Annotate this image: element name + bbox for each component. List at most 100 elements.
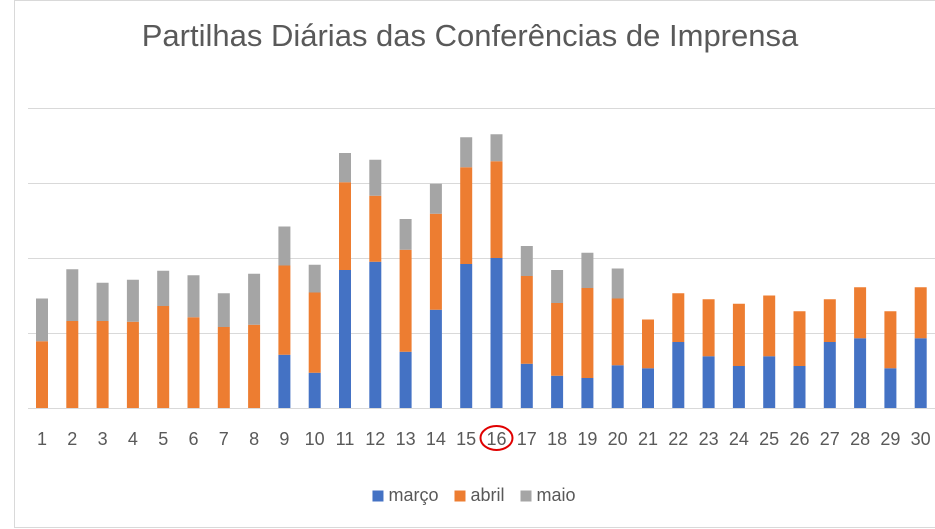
x-tick-label: 13	[396, 429, 416, 449]
x-tick-label: 22	[668, 429, 688, 449]
bar-segment	[702, 299, 715, 357]
bar-segment	[399, 351, 412, 408]
legend-label: maio	[537, 485, 576, 505]
x-tick-label: 24	[729, 429, 749, 449]
bar-segment	[187, 275, 200, 318]
x-tick-label: 25	[759, 429, 779, 449]
bar-segment	[854, 287, 867, 339]
bar-segment	[642, 368, 654, 408]
bar-segment	[36, 341, 48, 408]
bar-segment	[551, 303, 564, 376]
bar-segment	[339, 270, 351, 408]
x-tick-label: 20	[608, 429, 628, 449]
x-tick-label: 1	[37, 429, 47, 449]
bar-segment	[460, 167, 473, 264]
legend-label: março	[388, 485, 438, 505]
x-tick-label: 2	[67, 429, 77, 449]
bar-segment	[369, 159, 382, 196]
bar-segment	[248, 273, 261, 325]
x-tick-label: 14	[426, 429, 446, 449]
highlight-circle	[479, 425, 514, 451]
x-tick-label: 6	[188, 429, 198, 449]
bar-segment	[642, 319, 654, 369]
bar-segment	[308, 372, 321, 408]
bar-segment	[126, 321, 139, 408]
bar-segment	[399, 219, 412, 250]
bar-segment	[460, 137, 473, 168]
bar-segment	[581, 378, 594, 408]
bar-segment	[763, 356, 776, 408]
bar-segment	[217, 327, 230, 408]
bar-segment	[611, 268, 624, 299]
chart-border	[14, 0, 935, 528]
legend-swatch	[454, 490, 466, 502]
bar-segment	[429, 213, 442, 310]
bar-segment	[429, 309, 442, 408]
bar-segment	[914, 287, 927, 339]
x-tick-label: 26	[789, 429, 809, 449]
x-tick-label: 12	[365, 429, 385, 449]
bar-segment	[823, 299, 836, 342]
x-tick-label: 8	[249, 429, 259, 449]
bar-segment	[308, 292, 321, 373]
bar-segment	[672, 293, 685, 342]
legend-label: abril	[470, 485, 504, 505]
x-tick-label: 9	[279, 429, 289, 449]
x-tick-label: 30	[911, 429, 931, 449]
bar-segment	[884, 311, 897, 369]
x-tick-label: 11	[336, 429, 355, 449]
chart-title: Partilhas Diárias das Conferências de Im…	[142, 18, 799, 53]
x-tick-label: 29	[880, 429, 900, 449]
bar-segment	[36, 298, 48, 342]
bar-segment	[551, 270, 564, 303]
bar-segment	[369, 195, 382, 262]
x-tick-label: 21	[638, 429, 658, 449]
x-tick-label: 23	[699, 429, 719, 449]
x-tick-label: 5	[158, 429, 168, 449]
bar-segment	[611, 365, 624, 408]
bar-segment	[763, 295, 776, 357]
bar-segment	[66, 269, 79, 321]
bar-segment	[308, 264, 321, 293]
bar-segment	[66, 321, 79, 408]
bar-segment	[732, 366, 745, 408]
bar-segment	[339, 182, 351, 270]
bar-segment	[157, 270, 170, 306]
bar-segment	[793, 366, 806, 408]
legend-swatch	[520, 490, 532, 502]
legend-swatch	[372, 490, 384, 502]
bar-segment	[490, 134, 503, 162]
bar-segment	[96, 282, 109, 321]
bar-segment	[914, 338, 927, 408]
x-tick-label: 16	[486, 429, 506, 449]
x-tick-label: 18	[547, 429, 567, 449]
bar-segment	[460, 264, 473, 408]
bar-segment	[490, 258, 503, 408]
bar-segment	[126, 279, 139, 322]
bar-segment	[520, 363, 533, 408]
bar-segment	[278, 354, 291, 408]
bar-segment	[702, 356, 715, 408]
bar-segment	[551, 375, 564, 408]
bar-segment	[187, 317, 200, 408]
bar-segment	[581, 288, 594, 378]
x-tick-label: 10	[305, 429, 325, 449]
bar-segment	[429, 183, 442, 214]
bar-segment	[248, 324, 261, 408]
bar-segment	[854, 338, 867, 408]
x-tick-label: 4	[128, 429, 138, 449]
bar-segment	[399, 249, 412, 352]
bar-segment	[278, 265, 291, 355]
bar-segment	[157, 306, 170, 408]
bar-segment	[217, 293, 230, 327]
bar-segment	[672, 342, 685, 408]
bar-segment	[823, 342, 836, 408]
x-tick-label: 27	[820, 429, 840, 449]
x-tick-label: 17	[517, 429, 537, 449]
bar-segment	[520, 246, 533, 276]
x-tick-label: 15	[456, 429, 476, 449]
bar-segment	[732, 303, 745, 366]
bar-segment	[884, 368, 897, 408]
